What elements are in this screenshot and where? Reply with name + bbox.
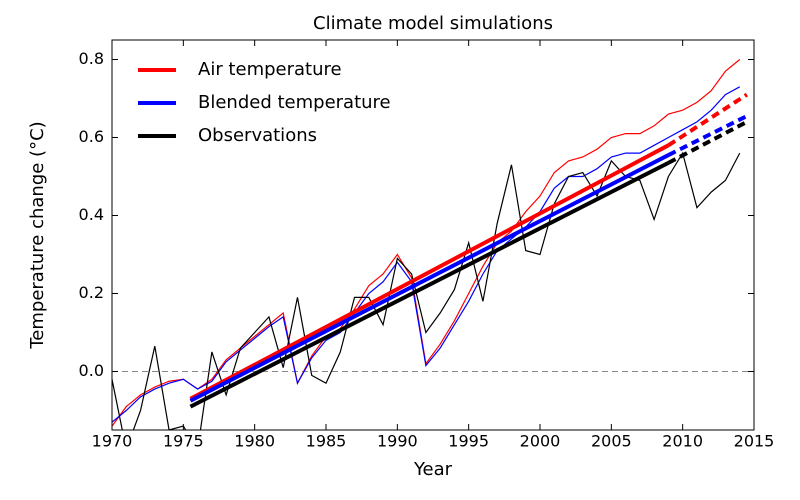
- chart-title: Climate model simulations: [313, 13, 553, 34]
- x-tick-label: 2005: [591, 432, 632, 451]
- legend-label: Blended temperature: [198, 92, 391, 113]
- x-axis-label: Year: [413, 459, 453, 480]
- trend-line: [667, 114, 748, 157]
- x-tick-label: 1990: [377, 432, 418, 451]
- trend-line: [667, 120, 748, 165]
- legend-label: Observations: [198, 125, 317, 146]
- y-axis-label: Temperature change (°C): [27, 121, 48, 349]
- series-line: [112, 86, 741, 423]
- trend-line: [189, 143, 670, 401]
- x-tick-label: 1985: [306, 432, 347, 451]
- y-tick-label: 0.4: [79, 205, 104, 224]
- trend-line: [667, 92, 748, 147]
- trend-line: [189, 153, 670, 403]
- x-tick-label: 1970: [92, 432, 133, 451]
- y-tick-label: 0.6: [79, 127, 104, 146]
- plot-area: [112, 59, 754, 430]
- x-tick-label: 1980: [234, 432, 275, 451]
- x-tick-label: 2000: [520, 432, 561, 451]
- y-tick-label: 0.2: [79, 283, 104, 302]
- legend-label: Air temperature: [198, 59, 342, 80]
- x-tick-label: 1995: [448, 432, 489, 451]
- series-line: [112, 151, 741, 430]
- trend-line: [189, 161, 670, 409]
- x-tick-label: 1975: [163, 432, 204, 451]
- x-tick-label: 2010: [662, 432, 703, 451]
- x-tick-label: 2015: [734, 432, 775, 451]
- y-tick-label: 0.0: [79, 361, 104, 380]
- plot-frame: [111, 39, 755, 431]
- y-tick-label: 0.8: [79, 49, 104, 68]
